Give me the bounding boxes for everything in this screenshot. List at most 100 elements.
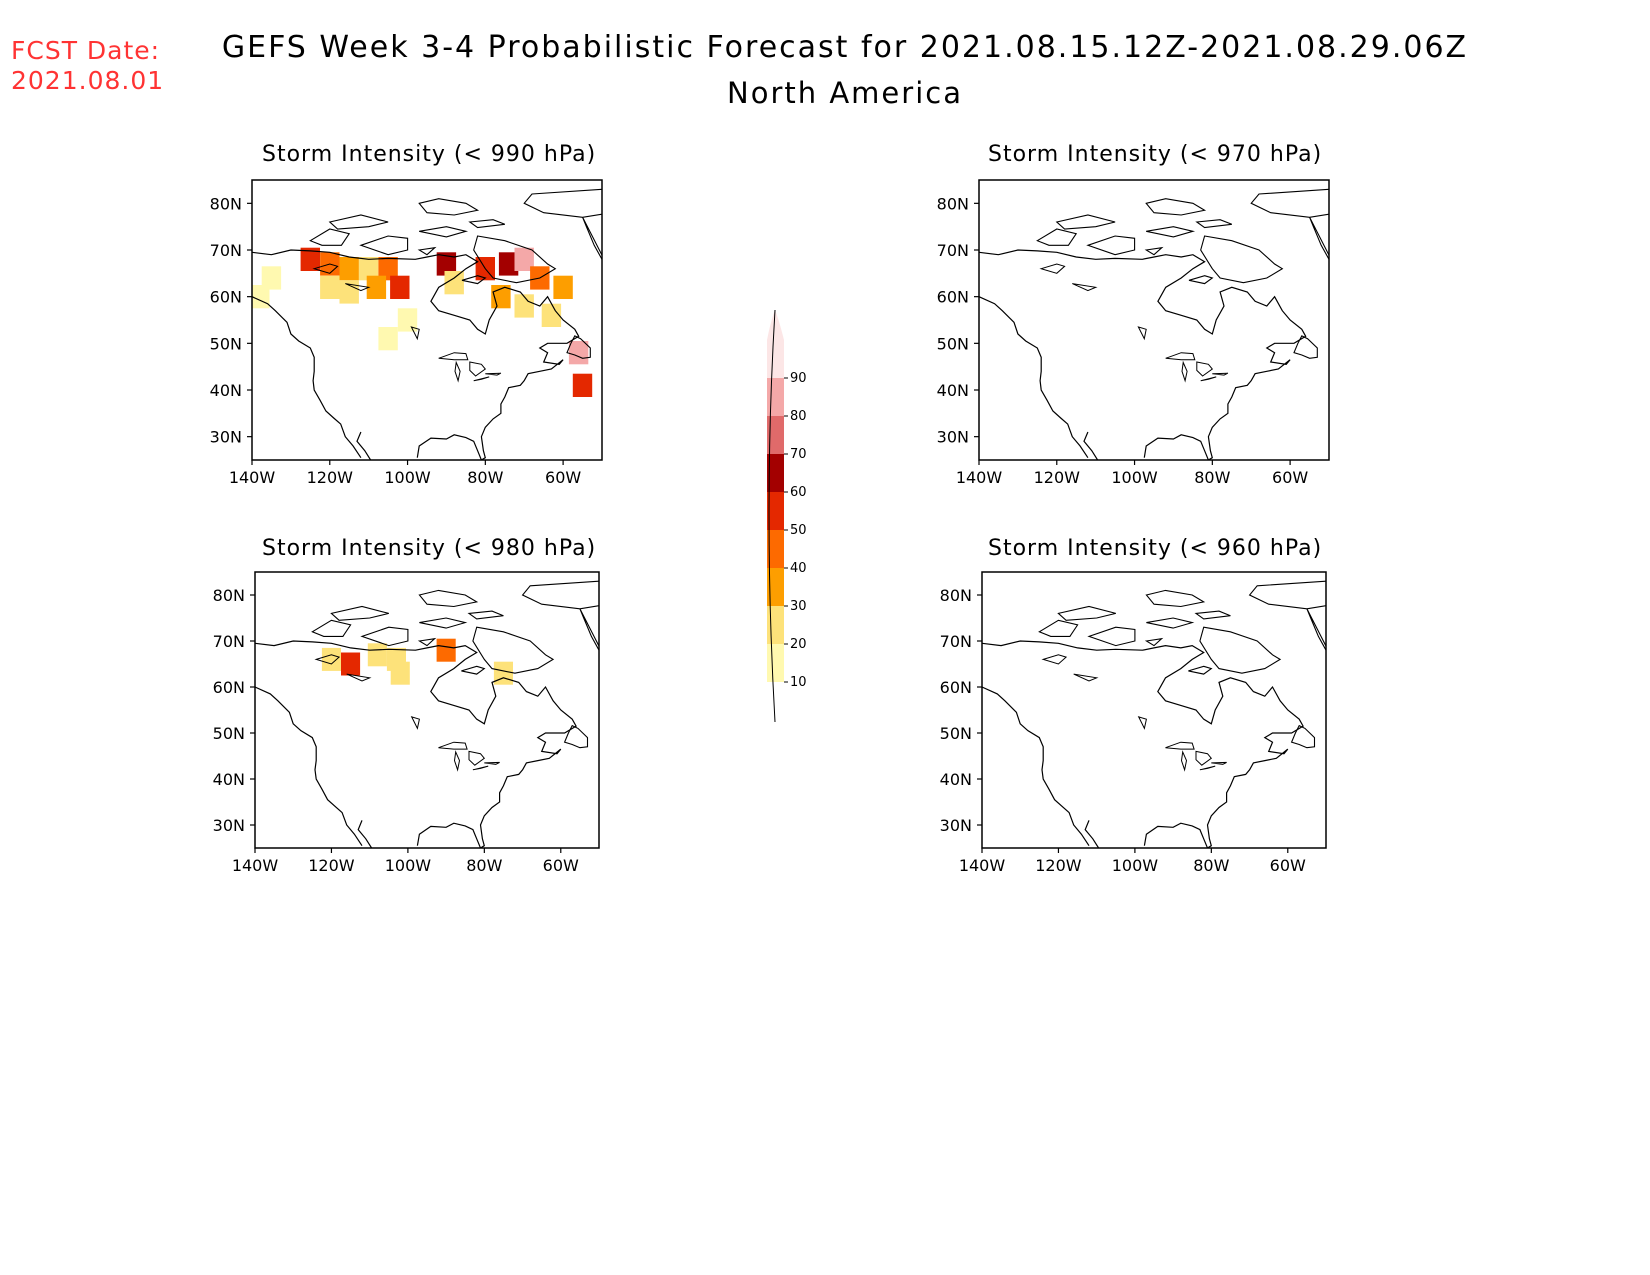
lat-tick-label: 60N xyxy=(210,288,242,307)
lon-tick-label: 100W xyxy=(1112,856,1159,875)
probability-cell xyxy=(339,280,359,304)
island-outline xyxy=(1087,626,1136,647)
lake-outline xyxy=(1073,673,1099,682)
island-outline xyxy=(1293,335,1318,359)
probability-cell xyxy=(541,303,562,327)
island-outline xyxy=(467,610,504,620)
lon-tick-label: 60W xyxy=(545,468,581,487)
probability-cell xyxy=(493,661,513,685)
lake-outline xyxy=(1041,654,1068,665)
lon-tick-label: 140W xyxy=(959,856,1006,875)
lake-outline xyxy=(485,372,502,376)
island-outline xyxy=(1144,637,1164,647)
lake-outline xyxy=(345,283,371,292)
lake-outline xyxy=(484,761,500,765)
lon-tick-label: 120W xyxy=(1035,856,1082,875)
lat-tick-label: 40N xyxy=(213,770,245,789)
lake-outline xyxy=(410,326,420,341)
lon-tick-label: 100W xyxy=(385,856,432,875)
lake-outline xyxy=(1137,716,1147,730)
lat-tick-label: 70N xyxy=(937,241,969,260)
island-outline xyxy=(330,605,389,621)
probability-cell xyxy=(436,638,456,662)
colorbar-swatch xyxy=(767,416,784,454)
island-outline xyxy=(1250,188,1329,218)
coastline xyxy=(252,249,580,460)
probability-cell xyxy=(366,275,387,299)
colorbar-swatch xyxy=(767,454,784,492)
lat-tick-label: 50N xyxy=(937,334,969,353)
lat-tick-label: 40N xyxy=(937,381,969,400)
island-outline xyxy=(563,724,589,749)
island-outline xyxy=(1038,619,1079,637)
island-outline xyxy=(1146,226,1196,238)
island-outline xyxy=(1057,605,1116,621)
forecast-date-value: 2021.08.01 xyxy=(11,66,165,95)
island-outline xyxy=(1188,665,1213,675)
probability-cell xyxy=(553,275,573,299)
lon-tick-label: 140W xyxy=(956,468,1003,487)
page-title: GEFS Week 3-4 Probabilistic Forecast for… xyxy=(221,30,1469,65)
colorbar-swatch xyxy=(767,606,784,644)
probability-cell xyxy=(261,266,282,290)
island-outline xyxy=(579,608,599,652)
island-outline xyxy=(418,198,480,216)
probability-cell xyxy=(300,247,320,271)
colorbar-label: 80 xyxy=(790,409,807,424)
probability-cell xyxy=(341,652,361,676)
lat-tick-label: 30N xyxy=(210,428,242,447)
map-frame xyxy=(251,179,603,461)
colorbar-label: 20 xyxy=(790,637,807,652)
island-outline xyxy=(1145,589,1206,608)
island-outline xyxy=(468,219,506,229)
lake-outline xyxy=(1165,352,1196,361)
lon-tick-label: 120W xyxy=(1034,468,1081,487)
coastline xyxy=(255,640,577,848)
probability-cell xyxy=(436,252,457,276)
lat-tick-label: 30N xyxy=(213,816,245,835)
panel-title-980: Storm Intensity (< 980 hPa) xyxy=(262,536,597,561)
island-outline xyxy=(473,235,557,284)
lat-tick-label: 60N xyxy=(937,288,969,307)
lat-tick-label: 80N xyxy=(940,586,972,605)
island-outline xyxy=(1194,610,1231,620)
lake-outline xyxy=(1181,360,1188,383)
island-outline xyxy=(1188,275,1214,285)
island-outline xyxy=(521,580,599,610)
colorbar-label: 10 xyxy=(790,675,807,690)
lake-outline xyxy=(438,352,469,361)
lake-outline xyxy=(1199,765,1216,771)
forecast-date-label: FCST Date: xyxy=(11,36,161,65)
lake-outline xyxy=(469,361,487,377)
lat-tick-label: 80N xyxy=(937,194,969,213)
lat-tick-label: 70N xyxy=(940,632,972,651)
island-outline xyxy=(1199,626,1282,674)
colorbar-label: 90 xyxy=(790,371,807,386)
lake-outline xyxy=(1039,263,1066,274)
colorbar-swatch xyxy=(767,378,784,416)
lon-tick-label: 80W xyxy=(466,856,502,875)
lat-tick-label: 30N xyxy=(940,816,972,835)
map-panel-960: 80N 70N 60N 50N 40N 30N 140W 120W 100W 80W 60W xyxy=(940,571,1327,875)
probability-cell xyxy=(339,257,359,281)
island-outline xyxy=(360,626,409,647)
lake-outline xyxy=(1180,750,1188,772)
lake-outline xyxy=(1212,372,1229,376)
island-outline xyxy=(311,619,352,637)
panel-title-960: Storm Intensity (< 960 hPa) xyxy=(988,536,1323,561)
lake-outline xyxy=(468,750,486,766)
map-frame xyxy=(254,571,600,849)
coastline xyxy=(356,431,372,460)
map-frame xyxy=(978,179,1330,461)
map-panel-990: 80N 70N 60N 50N 40N 30N 140W 120W 100W 80W 60W xyxy=(210,179,603,487)
lat-tick-label: 40N xyxy=(940,770,972,789)
panel-title-970: Storm Intensity (< 970 hPa) xyxy=(988,142,1323,167)
island-outline xyxy=(523,188,602,218)
colorbar-label: 30 xyxy=(790,599,807,614)
probability-cell xyxy=(572,373,593,397)
probability-cell xyxy=(444,271,464,295)
probability-cell xyxy=(378,257,398,281)
lon-tick-label: 140W xyxy=(232,856,279,875)
island-outline xyxy=(1195,219,1233,229)
